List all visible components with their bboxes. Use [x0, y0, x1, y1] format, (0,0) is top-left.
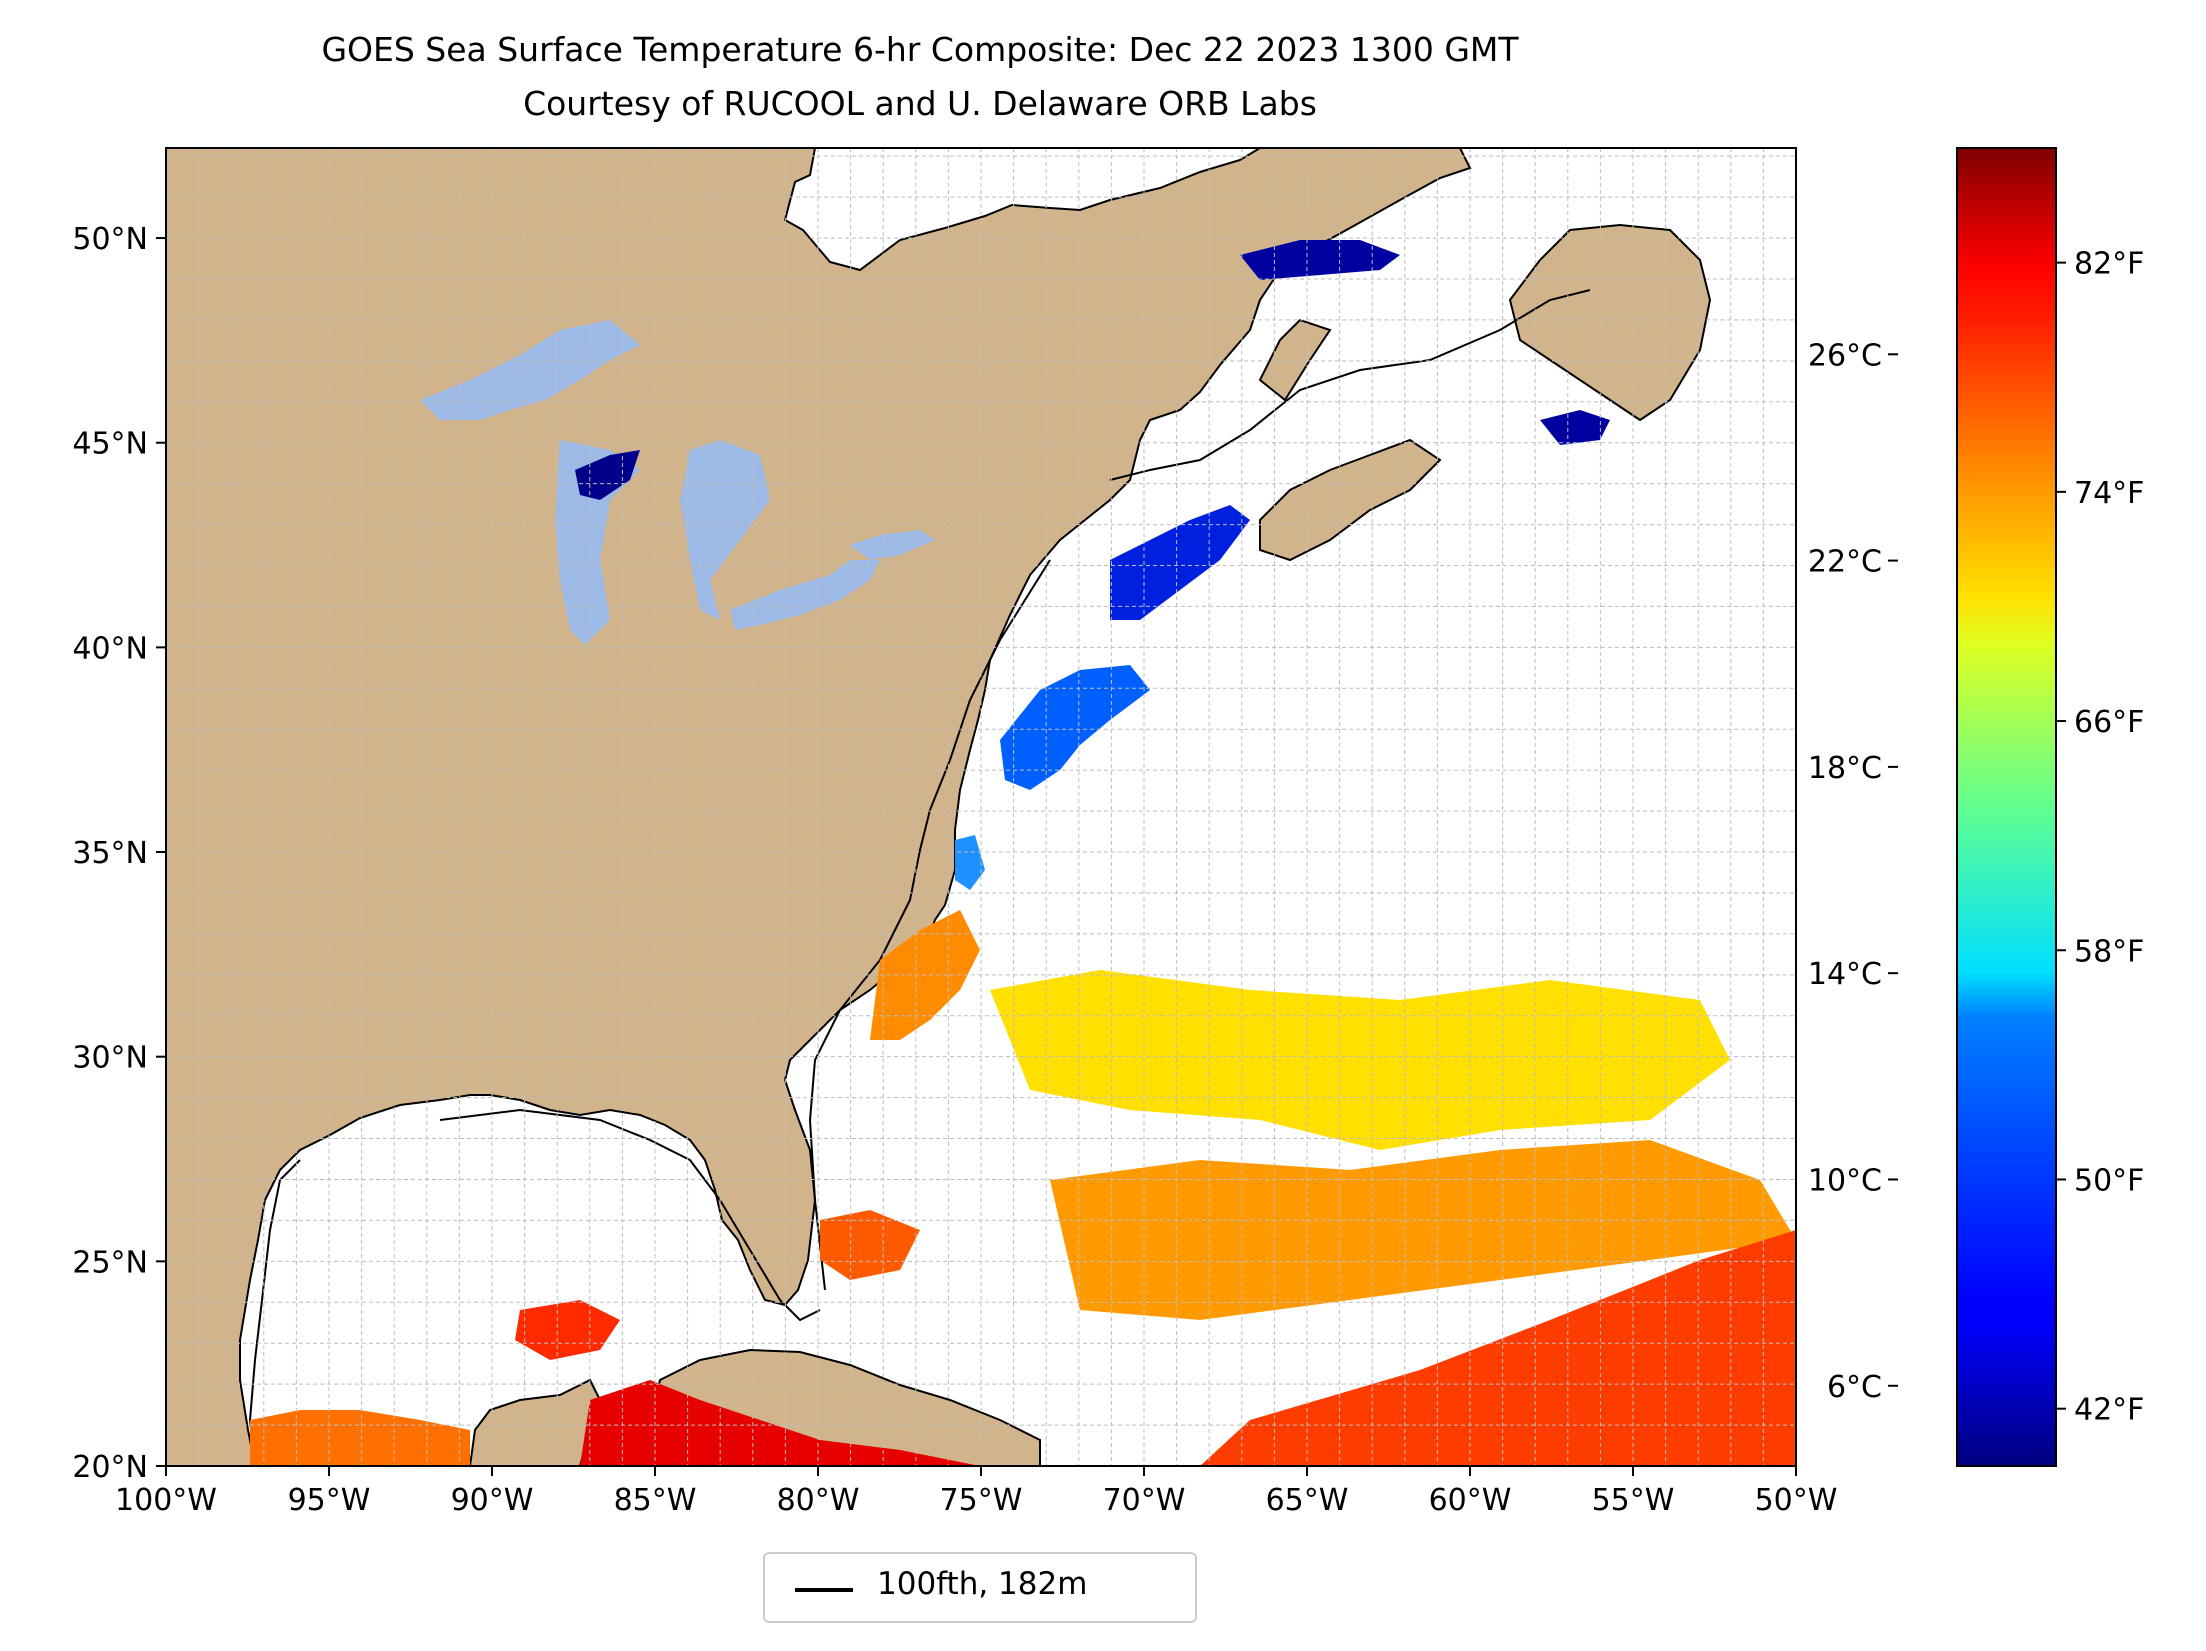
sst-newfoundland-south	[1540, 410, 1610, 445]
colorbar-ticks: 42°F 50°F 58°F 66°F 74°F 82°F 6°C 10°C 14°C 18°C 2…	[1808, 247, 2145, 1428]
sst-atlantic-orange	[1050, 1140, 1796, 1320]
lat-tick-label: 45°N	[72, 427, 148, 462]
lon-tick-label: 75°W	[940, 1483, 1023, 1518]
colorbar	[1956, 147, 2057, 1467]
legend: 100fth, 182m	[763, 1552, 1197, 1623]
colorbar-f-tick-label: 50°F	[2074, 1163, 2144, 1198]
lat-tick-label: 40°N	[72, 631, 148, 666]
lon-tick-label: 60°W	[1429, 1483, 1512, 1518]
lon-tick-label: 90°W	[451, 1483, 534, 1518]
colorbar-f-tick-label: 58°F	[2074, 934, 2144, 969]
axis-ticks: 100°W 95°W 90°W 85°W 80°W 75°W 70°W 65°W 60°W 55°…	[72, 222, 1837, 1518]
lon-tick-label: 80°W	[777, 1483, 860, 1518]
lon-tick-label: 100°W	[115, 1483, 217, 1518]
shelf-contour	[248, 289, 1591, 1466]
lon-tick-label: 55°W	[1592, 1483, 1675, 1518]
map-subtitle: Courtesy of RUCOOL and U. Delaware ORB L…	[523, 84, 1317, 123]
legend-label: 100fth, 182m	[877, 1566, 1088, 1602]
colorbar-f-tick-label: 74°F	[2074, 476, 2144, 511]
colorbar-c-tick-label: 10°C	[1808, 1163, 1882, 1198]
lon-tick-label: 95°W	[288, 1483, 371, 1518]
lat-tick-label: 20°N	[72, 1450, 148, 1485]
sst-atlantic-red-east	[1200, 1230, 1796, 1466]
colorbar-f-tick-label: 66°F	[2074, 705, 2144, 740]
lon-tick-label: 70°W	[1103, 1483, 1186, 1518]
sst-lake-michigan	[575, 450, 640, 500]
lon-tick-label: 65°W	[1266, 1483, 1349, 1518]
map-title: GOES Sea Surface Temperature 6-hr Compos…	[321, 30, 1519, 69]
sst-gulf-of-maine	[1110, 505, 1250, 620]
lat-tick-label: 35°N	[72, 836, 148, 871]
colorbar-c-tick-label: 26°C	[1808, 338, 1882, 373]
legend-line-swatch	[795, 1588, 853, 1592]
gaspe-land	[1258, 318, 1332, 402]
sst-gulf-orange	[250, 1410, 470, 1466]
lat-tick-label: 25°N	[72, 1245, 148, 1280]
sst-florida-east	[820, 1210, 920, 1280]
colorbar-c-tick-label: 6°C	[1827, 1370, 1882, 1405]
sst-caribbean-red	[580, 1380, 980, 1466]
sst-loop-current	[515, 1300, 620, 1360]
colorbar-c-tick-label: 18°C	[1808, 751, 1882, 786]
sst-gulf-st-lawrence	[1240, 240, 1400, 280]
map-grid	[166, 148, 1796, 1466]
lat-tick-label: 30°N	[72, 1041, 148, 1076]
colorbar-f-tick-label: 82°F	[2074, 247, 2144, 282]
newfoundland-land	[1508, 223, 1712, 422]
lon-tick-label: 50°W	[1755, 1483, 1838, 1518]
lon-tick-label: 85°W	[614, 1483, 697, 1518]
lat-tick-label: 50°N	[72, 222, 148, 257]
colorbar-c-tick-label: 14°C	[1808, 957, 1882, 992]
sst-atlantic-yellow	[990, 970, 1730, 1150]
colorbar-f-tick-label: 42°F	[2074, 1393, 2144, 1428]
sst-mid-atlantic	[1000, 665, 1150, 790]
sst-carolina	[955, 835, 985, 890]
nova-scotia-land	[1259, 438, 1442, 562]
colorbar-c-tick-label: 22°C	[1808, 545, 1882, 580]
map-area	[166, 148, 1796, 1466]
